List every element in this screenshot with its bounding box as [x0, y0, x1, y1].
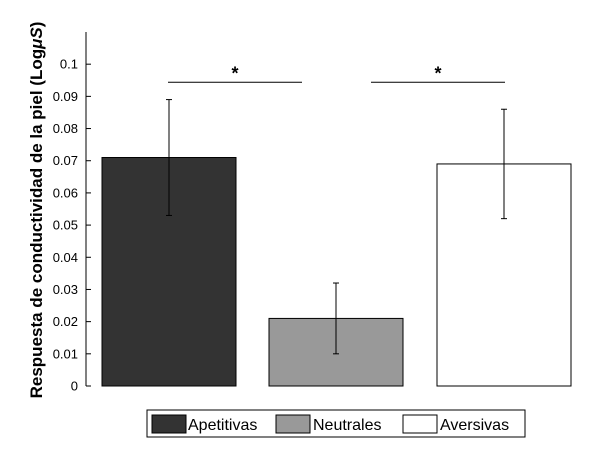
significance-label: *	[231, 63, 238, 83]
y-axis-label-prefix: Respuesta de conductividad de la piel (L…	[27, 49, 46, 399]
y-tick-label: 0.08	[53, 121, 78, 136]
legend-label-apetitivas: Apetitivas	[188, 417, 257, 434]
y-tick-label: 0.09	[53, 89, 78, 104]
legend-swatch-aversivas	[402, 414, 438, 434]
y-axis-label-unit: S	[27, 27, 46, 39]
y-tick-label: 0.03	[53, 282, 78, 297]
legend-swatch-neutrales	[275, 414, 311, 434]
y-tick-label: 0.07	[53, 153, 78, 168]
y-axis: 0 0.01 0.02 0.03 0.04 0.05 0.06 0.07 0.08 0.09 0.1	[53, 32, 91, 394]
legend-label-aversivas: Aversivas	[440, 417, 509, 434]
significance-label: *	[434, 63, 441, 83]
legend-swatch-apetitivas	[151, 414, 187, 434]
legend-label-neutrales: Neutrales	[313, 417, 381, 434]
error-bars	[166, 99, 507, 355]
mu-symbol: μ	[27, 38, 46, 50]
legend: Apetitivas Neutrales Aversivas	[146, 409, 526, 438]
significance-markers: * *	[168, 63, 505, 83]
y-tick-label: 0.06	[53, 185, 78, 200]
y-axis-label: Respuesta de conductividad de la piel (L…	[27, 22, 46, 399]
y-tick-label: 0.01	[53, 346, 78, 361]
legend-box	[146, 409, 526, 438]
y-tick-label: 0.02	[53, 314, 78, 329]
y-axis-label-suffix: )	[27, 22, 46, 28]
y-tick-label: 0.05	[53, 218, 78, 233]
y-tick-label: 0	[71, 379, 78, 394]
y-tick-label: 0.1	[60, 57, 78, 72]
y-tick-label: 0.04	[53, 250, 78, 265]
